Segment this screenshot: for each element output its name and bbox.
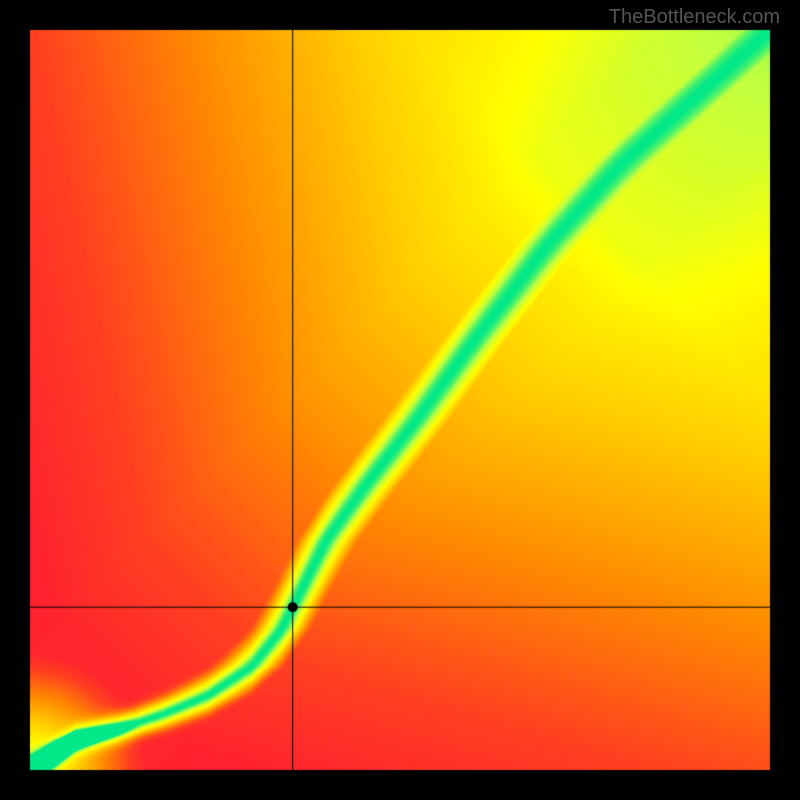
chart-container: TheBottleneck.com [0,0,800,800]
heatmap-canvas [0,0,800,800]
watermark-text: TheBottleneck.com [609,6,780,29]
